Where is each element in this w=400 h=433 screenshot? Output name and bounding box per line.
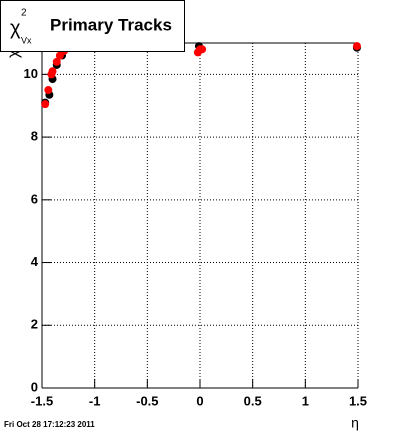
data-point	[41, 100, 50, 109]
y-tick-label: 6	[31, 191, 38, 206]
plot-area: -1.5 -1 -0.5 0 0.5 1 1.5 0 2 4 6 8 10	[24, 42, 367, 408]
title-symbol: χ	[10, 17, 21, 39]
y-tick-label: 2	[31, 317, 38, 332]
footer-date: Fri Oct 28 17:12:23 2011	[4, 420, 95, 429]
y-tick-label: 8	[31, 129, 38, 144]
x-tick-label: 1.5	[349, 393, 367, 408]
x-tick-label: -1	[89, 393, 101, 408]
data-point	[48, 67, 57, 76]
title-box	[0, 0, 185, 52]
x-tick-label: 0	[196, 393, 203, 408]
x-tick-label: -1.5	[31, 393, 53, 408]
data-point	[52, 57, 61, 66]
title-superscript: 2	[21, 8, 27, 19]
data-point	[352, 42, 361, 51]
y-label-symbol: χ	[5, 49, 22, 58]
data-point	[44, 86, 53, 95]
x-axis-label: η	[351, 415, 359, 431]
data-point	[198, 45, 207, 54]
x-tick-label: 1	[302, 393, 309, 408]
x-tick-label: -0.5	[136, 393, 158, 408]
y-tick-label: 10	[24, 66, 38, 81]
chart-title: Primary Tracks	[50, 15, 172, 34]
title-subscript: Vx	[21, 35, 32, 45]
y-tick-label: 4	[31, 254, 39, 269]
y-tick-label: 0	[31, 379, 38, 394]
x-tick-label: 0.5	[244, 393, 262, 408]
